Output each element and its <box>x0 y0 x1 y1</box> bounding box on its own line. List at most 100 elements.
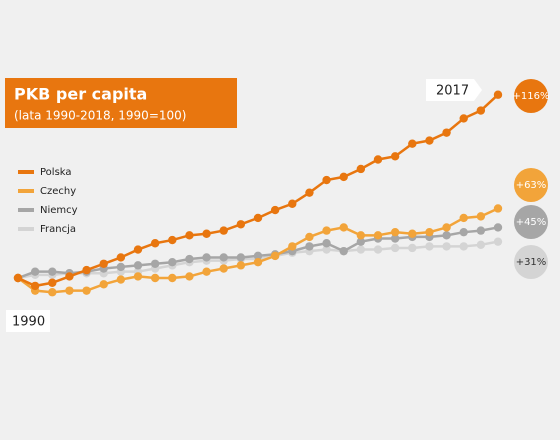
data-point <box>442 242 451 251</box>
data-point <box>48 288 57 297</box>
badge <box>514 205 548 239</box>
data-point <box>322 226 331 235</box>
data-point <box>390 152 400 161</box>
data-point <box>476 240 486 250</box>
annotation-box <box>426 79 482 101</box>
data-point <box>116 262 126 272</box>
annotation: 1990 <box>12 315 45 330</box>
data-point <box>202 253 211 262</box>
annotation: +31% <box>516 257 547 268</box>
data-point <box>408 229 417 238</box>
data-point <box>168 258 177 267</box>
annotation: +45% <box>516 217 547 228</box>
data-point <box>305 242 314 251</box>
data-point <box>356 237 366 246</box>
data-point <box>253 213 263 223</box>
data-point <box>253 258 263 267</box>
data-point <box>408 243 417 253</box>
data-point <box>373 231 383 240</box>
data-point <box>270 251 280 261</box>
legend-label: Czechy <box>40 186 76 197</box>
data-point <box>493 223 503 232</box>
data-point <box>236 220 246 229</box>
annotation-box <box>6 310 50 332</box>
data-point <box>356 164 366 174</box>
data-point <box>270 205 280 215</box>
data-point <box>202 229 211 238</box>
data-point <box>48 267 57 276</box>
data-point <box>356 231 366 240</box>
data-point <box>65 286 74 295</box>
data-point <box>116 253 126 262</box>
data-point <box>30 267 40 276</box>
data-point <box>219 264 228 273</box>
data-point <box>305 188 314 197</box>
data-point <box>390 234 400 243</box>
data-point <box>425 136 434 145</box>
badge <box>514 168 548 202</box>
data-point <box>305 232 314 242</box>
data-point <box>219 226 228 235</box>
data-point <box>442 128 451 137</box>
data-point <box>288 242 297 251</box>
data-point <box>236 261 246 270</box>
title-box <box>5 78 237 128</box>
data-point <box>150 239 160 248</box>
data-point <box>219 253 228 262</box>
chart-title: PKB per capita <box>14 85 147 104</box>
data-point <box>168 273 177 283</box>
data-point <box>356 245 366 254</box>
data-point <box>168 235 177 245</box>
data-point <box>150 259 160 268</box>
data-point <box>30 281 40 291</box>
data-point <box>493 237 503 246</box>
data-point <box>459 242 468 251</box>
data-point <box>322 239 331 248</box>
legend-label: Niemcy <box>40 205 78 216</box>
annotation: +63% <box>516 180 547 191</box>
data-point <box>133 261 143 270</box>
data-point <box>459 227 468 237</box>
legend-swatch <box>18 189 34 193</box>
data-point <box>390 227 400 237</box>
legend-swatch <box>18 227 34 231</box>
data-point <box>185 272 194 281</box>
badge <box>514 245 548 279</box>
data-point <box>116 275 126 284</box>
data-point <box>99 280 108 289</box>
data-point <box>390 243 400 253</box>
data-point <box>476 226 486 235</box>
data-point <box>288 199 297 208</box>
data-point <box>476 212 486 221</box>
badge <box>514 79 548 113</box>
data-point <box>425 242 434 251</box>
data-point <box>236 253 246 262</box>
data-point <box>82 265 91 275</box>
data-point <box>185 231 194 240</box>
data-point <box>339 223 348 232</box>
data-point <box>493 90 503 99</box>
data-point <box>373 155 383 164</box>
data-point <box>459 114 468 123</box>
data-point <box>99 259 108 268</box>
data-point <box>82 286 91 295</box>
annotation: 2017 <box>436 84 469 99</box>
data-point <box>459 213 468 223</box>
data-point <box>253 251 263 261</box>
data-point <box>442 223 451 232</box>
data-point <box>133 245 143 254</box>
data-point <box>13 273 23 283</box>
data-point <box>442 231 451 240</box>
annotation: +116% <box>513 91 550 102</box>
data-point <box>339 172 348 182</box>
data-point <box>339 246 348 256</box>
data-point <box>202 267 211 276</box>
data-point <box>493 204 503 213</box>
data-point <box>150 273 160 283</box>
data-point <box>408 139 417 148</box>
data-point <box>185 254 194 264</box>
data-point <box>133 272 143 281</box>
data-point <box>322 175 331 185</box>
